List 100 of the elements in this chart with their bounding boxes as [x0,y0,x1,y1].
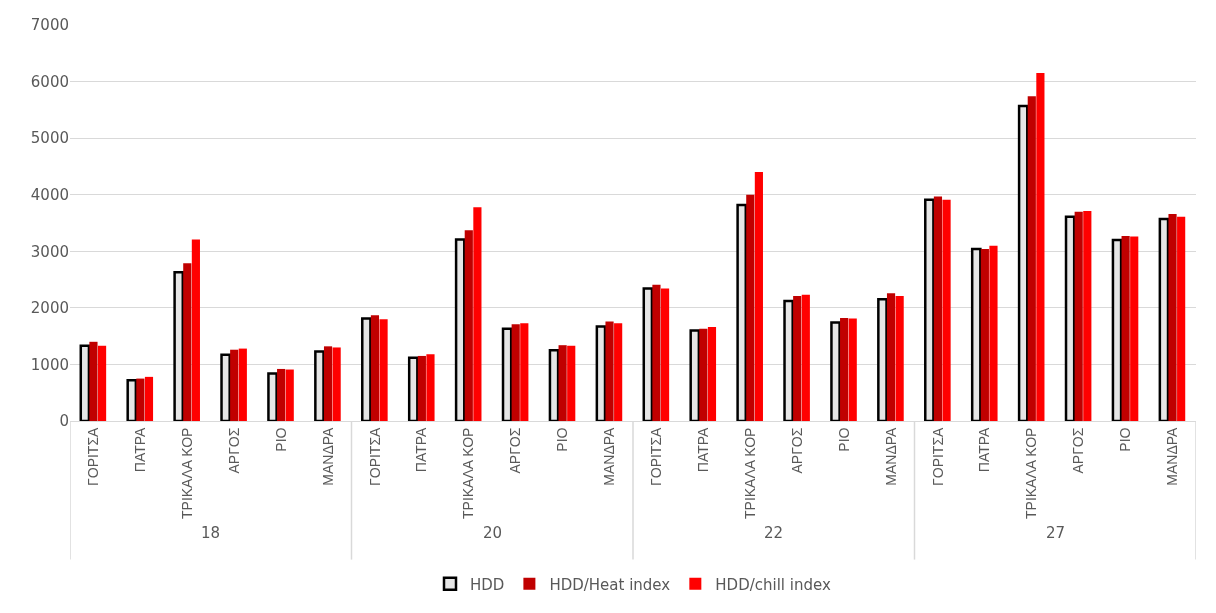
bar [323,346,333,421]
bar [746,194,755,421]
bar [933,196,943,421]
x-tick-label: ΠΑΤΡΑ [131,426,148,473]
text: 20 [483,524,503,542]
text: 27 [1046,524,1066,542]
bar [652,284,661,421]
x-tick-label: ΓΟΡΙΤΣΑ [929,426,946,486]
bar [464,230,473,421]
bar [1027,96,1036,421]
text: 22 [764,524,784,542]
bar [660,288,670,421]
bar [989,245,998,421]
y-tick-label: 4000 [30,185,69,204]
x-tick-label: ΓΟΡΙΤΣΑ [366,426,383,486]
x-tick-label: ΡΙΟ [1117,427,1134,452]
x-tick-label: ΤΡΙΚΑΛΑ ΚΟΡ [178,427,195,520]
bar [454,238,466,421]
bar [970,247,982,421]
y-tick-label: 1000 [30,355,69,374]
x-tick-label: ΜΑΝΔΡΑ [319,426,336,486]
bar [1036,73,1045,421]
bar [191,239,200,421]
bar [89,341,98,421]
y-tick-label: 3000 [30,242,69,261]
bar [267,372,278,421]
bar [548,349,560,421]
bar [1121,236,1130,421]
bar [736,203,748,421]
x-tick-label: ΡΙΟ [554,427,571,452]
bar [238,348,247,421]
bar [144,376,154,421]
legend-label: HDD/Heat index [549,575,671,594]
bar [173,270,185,421]
x-tick-label: ΜΑΝΔΡΑ [882,426,899,486]
legend-label: HDD/chill index [715,575,831,594]
bar [614,323,623,421]
text: 18 [201,524,221,542]
y-tick-label: 6000 [30,72,69,91]
x-tick-label: ΑΡΓΟΣ [1070,427,1087,474]
bar [1064,215,1076,421]
bar [840,318,849,421]
x-tick-label: ΠΑΤΡΑ [976,426,993,473]
bar [793,295,802,421]
bar [886,293,896,421]
bar [285,369,294,421]
bar [332,347,341,421]
bar [877,298,888,421]
bar [183,263,192,421]
bar [501,327,513,421]
bar [1074,211,1083,421]
bar [136,378,145,421]
y-tick-label: 0 [59,412,69,431]
bar [942,199,951,421]
x-tick-label: ΓΟΡΙΤΣΑ [85,426,102,486]
x-tick-label: ΡΙΟ [272,427,289,452]
bar [924,198,935,421]
bar [801,294,810,421]
bar [379,319,388,421]
bar [1168,213,1177,421]
bar [473,207,482,421]
y-tick-label: 2000 [30,299,69,318]
bar [754,172,763,421]
bar [783,299,794,421]
bar [370,315,380,421]
bar [407,356,419,421]
bar [361,317,372,421]
bar [1017,104,1029,421]
x-tick-label: ΜΑΝΔΡΑ [1164,426,1181,486]
x-tick-label: ΠΑΤΡΑ [694,426,711,473]
bar [699,328,708,421]
bar [605,321,614,421]
x-tick-label: ΑΡΓΟΣ [507,427,524,474]
bar [97,345,107,421]
bar [707,327,717,421]
bar [980,249,989,421]
bar [830,321,841,421]
bar [567,345,576,421]
bar [520,323,529,421]
bar [1083,211,1092,421]
x-tick-label: ΑΡΓΟΣ [225,427,242,474]
bar [1111,238,1123,421]
bar [689,329,701,421]
bar [426,354,435,421]
bar [230,349,239,421]
bar [314,350,325,421]
x-tick-label: ΤΡΙΚΑΛΑ ΚΟΡ [460,427,477,520]
bar [895,295,904,421]
y-tick-label: 7000 [30,16,69,35]
bar [558,345,567,421]
bar [848,318,857,421]
x-tick-label: ΠΑΤΡΑ [413,426,430,473]
x-tick-label: ΓΟΡΙΤΣΑ [648,426,665,486]
x-tick-label: ΤΡΙΚΑΛΑ ΚΟΡ [741,427,758,520]
bar [1130,236,1139,421]
x-tick-label: ΑΡΓΟΣ [788,427,805,474]
bar [1177,216,1186,421]
legend-label: HDD [470,575,505,594]
x-tick-label: ΤΡΙΚΑΛΑ ΚΟΡ [1023,427,1040,520]
x-tick-label: ΜΑΝΔΡΑ [601,426,618,486]
